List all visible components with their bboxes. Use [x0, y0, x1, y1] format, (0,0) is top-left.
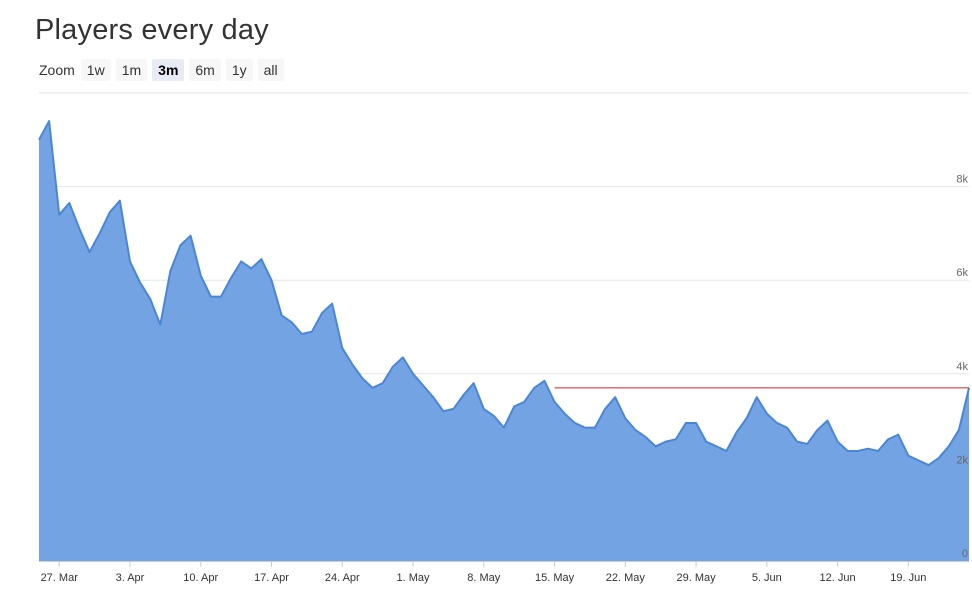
zoom-6m-button[interactable]: 6m [189, 59, 221, 81]
y-axis: 0 2k 4k 6k 8k [956, 174, 968, 560]
x-tick-label: 24. Apr [325, 572, 360, 584]
x-tick-label: 27. Mar [41, 572, 79, 584]
x-tick-label: 5. Jun [752, 572, 782, 584]
zoom-1w-button[interactable]: 1w [80, 59, 111, 81]
y-tick-label: 2k [956, 454, 968, 466]
x-tick-label: 19. Jun [890, 572, 926, 584]
x-tick-label: 15. May [535, 572, 575, 584]
series-line [38, 120, 970, 467]
zoom-all-button[interactable]: all [257, 59, 284, 81]
x-tick-label: 1. May [397, 572, 431, 584]
x-tick-label: 3. Apr [116, 572, 145, 584]
x-tick-label: 29. May [676, 572, 716, 584]
chart-title: Players every day [35, 14, 269, 46]
zoom-1m-button[interactable]: 1m [115, 59, 148, 81]
x-tick-label: 8. May [467, 572, 501, 584]
x-tick-label: 22. May [606, 572, 646, 584]
series-area [39, 121, 969, 561]
zoom-bar: Zoom 1w 1m 3m 6m 1y all [39, 58, 289, 82]
plot-area [38, 120, 970, 562]
x-tick-label: 10. Apr [183, 572, 218, 584]
y-tick-label: 0 [962, 548, 968, 560]
y-tick-label: 4k [956, 361, 968, 373]
zoom-3m-button[interactable]: 3m [152, 59, 185, 81]
zoom-label: Zoom [39, 62, 75, 78]
zoom-1y-button[interactable]: 1y [225, 59, 253, 81]
x-axis: 27. Mar 3. Apr 10. Apr 17. Apr 24. Apr 1. May… [41, 561, 926, 584]
x-tick-label: 17. Apr [254, 572, 289, 584]
x-tick-label: 12. Jun [820, 572, 856, 584]
y-tick-label: 6k [956, 267, 968, 279]
y-tick-label: 8k [956, 174, 968, 186]
